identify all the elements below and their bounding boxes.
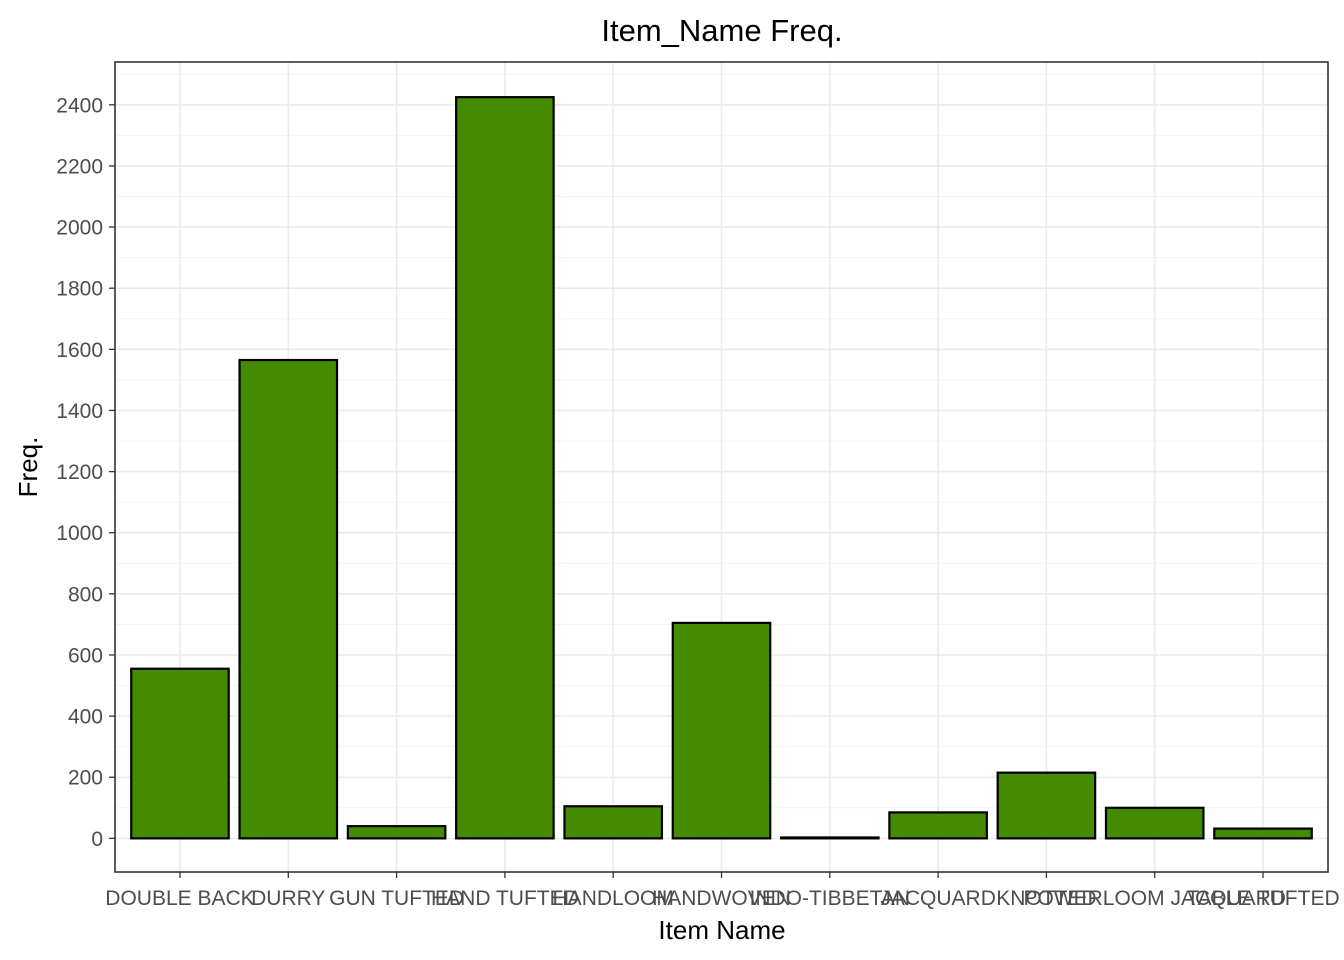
bar-double-back <box>130 667 230 840</box>
x-tick-label: HANDLOOM <box>553 887 674 910</box>
x-tick-label: KNOTTED <box>996 887 1096 910</box>
y-tick-label: 400 <box>68 706 103 729</box>
bar-handwoven <box>671 621 772 840</box>
y-tick-label: 1400 <box>56 400 103 423</box>
y-axis-tick-labels: 0 200 400 600 800 1000 1200 1400 1600 1800 2000 220… <box>56 94 103 851</box>
x-tick-label: POWERLOOM JACQUARD <box>1023 887 1286 910</box>
chart-title: Item_Name Freq. <box>601 13 842 48</box>
y-tick-label: 1800 <box>56 278 103 301</box>
x-axis-title: Item Name <box>658 915 785 945</box>
bar-powerloom-jacquard <box>1104 806 1205 840</box>
bar-indo-tibbetan <box>779 836 880 840</box>
x-tick-label: HANDWOVEN <box>652 887 791 910</box>
bar-jacquard <box>888 811 988 840</box>
bar-knotted <box>996 771 1097 840</box>
x-tick-label: INDO-TIBBETAN <box>749 887 910 910</box>
bar-gun-tufted <box>346 825 447 840</box>
y-tick-label: 2200 <box>56 155 103 178</box>
bar-table-tufted <box>1213 827 1313 840</box>
x-tick-label: TABLE TUFTED <box>1186 887 1339 910</box>
y-tick-label: 800 <box>68 583 103 606</box>
bar-handloom <box>563 805 664 840</box>
x-tick-label: HAND TUFTED <box>431 887 579 910</box>
x-tick-label: DURRY <box>251 887 325 910</box>
y-tick-label: 1000 <box>56 522 103 545</box>
y-tick-label: 2000 <box>56 217 103 240</box>
y-tick-label: 1200 <box>56 461 103 484</box>
bar-durry <box>238 358 339 840</box>
x-tick-label: JACQUARD <box>880 887 996 910</box>
y-tick-label: 600 <box>68 644 103 667</box>
y-tick-label: 1600 <box>56 339 103 362</box>
y-tick-label: 200 <box>68 767 103 790</box>
bar-series <box>130 96 1313 840</box>
y-axis-title: Freq. <box>13 437 43 498</box>
y-tick-label: 2400 <box>56 94 103 117</box>
x-tick-label: GUN TUFTED <box>329 887 464 910</box>
x-tick-label: DOUBLE BACK <box>105 887 254 910</box>
axis-ticks <box>109 104 1264 878</box>
bar-hand-tufted <box>455 96 555 840</box>
y-tick-label: 0 <box>91 828 103 851</box>
